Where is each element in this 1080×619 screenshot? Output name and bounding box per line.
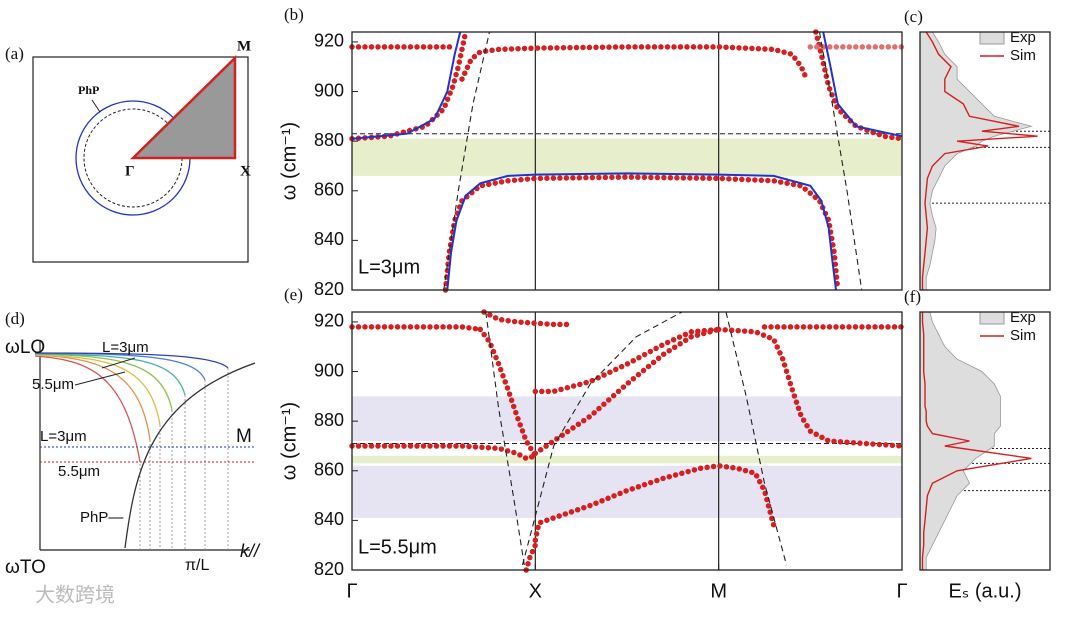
triangle: [129, 55, 237, 160]
label: X: [240, 163, 251, 179]
spectrum-line: [921, 31, 1038, 290]
y-tick-label: 920: [314, 311, 344, 331]
spectrum-line: [921, 312, 1032, 570]
legend-label: Sim: [1010, 327, 1036, 344]
legend-label: Exp: [1010, 309, 1036, 326]
band-line: [446, 172, 837, 291]
band-dots: [349, 443, 539, 462]
label: L=3μm: [40, 428, 87, 445]
axis-label: k//: [240, 541, 261, 561]
y-tick-label: 820: [314, 279, 344, 299]
band-dots: [481, 309, 575, 328]
label: 5.5μm: [32, 376, 74, 393]
y-tick-label: 820: [314, 559, 344, 579]
label: Γ: [125, 163, 135, 179]
y-tick-label: 840: [314, 229, 344, 249]
band-dots: [532, 326, 722, 457]
x-tick-label: Γ: [896, 580, 907, 602]
label: PhP: [78, 83, 99, 97]
y-tick-label: 880: [314, 410, 344, 430]
pointer: [101, 357, 136, 369]
y-axis-title: ω (cm⁻¹): [278, 122, 300, 200]
y-tick-label: 840: [314, 509, 344, 529]
band-line: [822, 31, 903, 138]
axes-frame: [919, 31, 1051, 291]
tick-label: π/L: [185, 557, 209, 574]
band-dots: [442, 174, 841, 293]
legend-swatch: [979, 31, 1005, 45]
band: [352, 138, 902, 176]
diagram-d: ωLO ωTO k// π/L L=3μm 5.5μm L=3μm 5.5μm …: [5, 309, 261, 578]
x-tick-label: M: [710, 580, 727, 602]
y-tick-label: 920: [314, 31, 344, 51]
label: M: [237, 38, 251, 54]
panel-label: (d): [5, 309, 25, 328]
pointer: [74, 371, 126, 386]
band-line: [351, 31, 462, 140]
band-line: [521, 311, 683, 566]
vertical-guides: [139, 368, 229, 550]
label: L=3μm: [102, 339, 149, 356]
y-tick-label: 880: [314, 130, 344, 150]
axis-label: ωLO: [5, 337, 45, 358]
panel-label: (e): [284, 285, 303, 304]
y-tick-label: 900: [314, 360, 344, 380]
spectrum-area: [919, 311, 1001, 571]
x-axis-title: Eₛ (a.u.): [948, 580, 1021, 602]
label: 5.5μm: [58, 463, 100, 480]
band-line: [725, 311, 788, 566]
band-line: [818, 31, 863, 291]
diagram-a: (a) M X Γ PhP: [5, 38, 251, 263]
band-dots: [715, 326, 905, 449]
panel: 820 840 860 880 900 920 Γ X M Γω (cm⁻¹) L=5.5μm (e): [278, 285, 907, 602]
pointer: [91, 99, 101, 113]
y-tick-label: 860: [314, 460, 344, 480]
band-dots: [459, 44, 810, 82]
legend-label: Sim: [1010, 47, 1036, 64]
annotation: L=5.5μm: [358, 536, 437, 558]
axes-frame: [919, 311, 1051, 571]
band: [352, 396, 902, 441]
band-dots: [349, 324, 484, 333]
x-tick-label: X: [529, 580, 542, 602]
axis-label: ωTO: [5, 557, 46, 578]
y-tick-label: 900: [314, 80, 344, 100]
y-axis-title: ω (cm⁻¹): [278, 402, 300, 480]
band-dots: [532, 326, 722, 395]
band-dots: [532, 463, 777, 543]
band-dots: [523, 542, 539, 573]
panel-label: (c): [904, 7, 923, 26]
band-dots: [813, 29, 905, 142]
panel-label: (b): [284, 5, 304, 24]
panel: 820 840 860 880 900 920 ω (cm⁻¹) L=3μm (b): [278, 5, 905, 299]
axes-frame: [351, 311, 903, 571]
legend-swatch: [979, 311, 1005, 325]
annotation: L=3μm: [358, 256, 420, 278]
axes-frame: [351, 31, 903, 291]
band-line: [485, 311, 525, 566]
label: PhP—: [80, 509, 123, 526]
band-line: [443, 31, 491, 291]
x-tick-label: Γ: [346, 580, 357, 602]
panel-label: (a): [5, 44, 24, 63]
panel-label: (f): [904, 287, 921, 306]
y-tick-label: 860: [314, 180, 344, 200]
legend-label: Exp: [1010, 29, 1036, 46]
label: M: [236, 426, 252, 447]
band: [352, 455, 902, 464]
frame: [32, 56, 249, 263]
watermark: 大数跨境: [35, 583, 115, 606]
